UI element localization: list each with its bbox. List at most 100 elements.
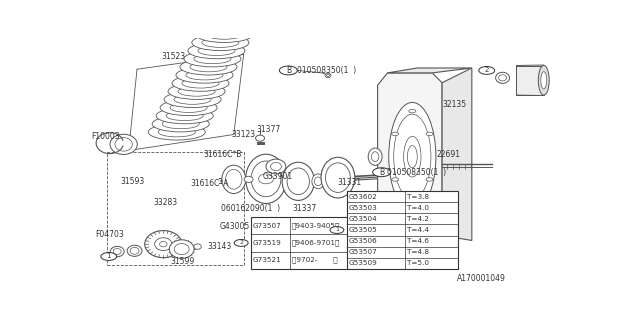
Ellipse shape: [266, 159, 286, 174]
Text: 33143: 33143: [207, 242, 231, 251]
Text: 〄9406-9701々: 〄9406-9701々: [292, 240, 340, 246]
Ellipse shape: [287, 168, 309, 195]
Text: 〄9702-       々: 〄9702- 々: [292, 257, 337, 263]
Ellipse shape: [115, 138, 132, 151]
Polygon shape: [378, 73, 442, 245]
Text: G73507: G73507: [253, 223, 282, 229]
Text: G53504: G53504: [349, 216, 378, 222]
Ellipse shape: [368, 148, 382, 165]
Bar: [251, 217, 348, 269]
Ellipse shape: [321, 157, 355, 198]
Ellipse shape: [408, 146, 417, 168]
Ellipse shape: [145, 231, 182, 258]
Ellipse shape: [194, 244, 201, 249]
Ellipse shape: [178, 87, 215, 96]
Ellipse shape: [176, 67, 233, 83]
Text: F10003: F10003: [91, 132, 120, 141]
Polygon shape: [442, 68, 472, 240]
Ellipse shape: [184, 51, 241, 67]
Ellipse shape: [130, 247, 139, 254]
Ellipse shape: [202, 38, 239, 47]
Ellipse shape: [222, 165, 246, 194]
Ellipse shape: [156, 108, 213, 124]
Ellipse shape: [404, 136, 421, 177]
Ellipse shape: [225, 170, 242, 189]
Ellipse shape: [538, 66, 549, 95]
Ellipse shape: [152, 116, 209, 132]
Ellipse shape: [325, 73, 331, 77]
Text: B: B: [285, 66, 291, 75]
Circle shape: [409, 201, 416, 204]
Ellipse shape: [188, 43, 245, 59]
Circle shape: [479, 67, 495, 74]
Polygon shape: [388, 68, 472, 73]
Ellipse shape: [251, 161, 281, 197]
Text: 31616C*A: 31616C*A: [190, 179, 228, 188]
Ellipse shape: [110, 246, 124, 257]
Ellipse shape: [160, 100, 217, 116]
Circle shape: [392, 178, 399, 181]
Text: G73521: G73521: [253, 257, 282, 263]
Circle shape: [426, 132, 433, 136]
Bar: [347, 191, 458, 269]
Ellipse shape: [499, 75, 507, 81]
Ellipse shape: [394, 114, 431, 199]
Ellipse shape: [312, 174, 324, 189]
Ellipse shape: [246, 154, 286, 204]
Circle shape: [101, 252, 116, 260]
Ellipse shape: [271, 163, 282, 171]
Text: 31599: 31599: [171, 257, 195, 266]
Text: G53509: G53509: [349, 260, 378, 266]
Text: 060162090(1  ): 060162090(1 ): [221, 204, 280, 213]
Text: 33123: 33123: [231, 130, 255, 139]
Ellipse shape: [244, 176, 253, 182]
Ellipse shape: [190, 62, 227, 72]
Text: 2: 2: [239, 240, 243, 245]
Text: T=4.0: T=4.0: [407, 205, 429, 211]
Text: G33901: G33901: [262, 172, 292, 181]
Ellipse shape: [495, 72, 509, 84]
Bar: [516, 66, 544, 95]
Text: G73519: G73519: [253, 240, 282, 246]
Ellipse shape: [182, 78, 219, 88]
Ellipse shape: [326, 163, 350, 192]
Text: 1: 1: [335, 228, 339, 232]
Circle shape: [409, 109, 416, 113]
Text: 31337: 31337: [292, 204, 317, 213]
Bar: [108, 152, 244, 265]
Ellipse shape: [314, 177, 322, 186]
Text: G53506: G53506: [349, 238, 378, 244]
Ellipse shape: [113, 249, 121, 254]
Text: T=4.2: T=4.2: [407, 216, 429, 222]
Text: 1: 1: [106, 253, 111, 260]
Circle shape: [280, 66, 297, 75]
Ellipse shape: [166, 111, 203, 121]
Ellipse shape: [255, 135, 264, 141]
Ellipse shape: [159, 241, 167, 247]
Text: 32135: 32135: [442, 100, 466, 109]
Ellipse shape: [170, 103, 207, 112]
Circle shape: [234, 239, 248, 246]
Circle shape: [330, 227, 344, 233]
Ellipse shape: [158, 127, 195, 137]
Ellipse shape: [206, 30, 243, 39]
Ellipse shape: [192, 35, 249, 51]
Text: T=4.4: T=4.4: [407, 227, 429, 233]
Ellipse shape: [155, 238, 172, 251]
Text: T=4.6: T=4.6: [407, 238, 429, 244]
Circle shape: [372, 168, 390, 177]
Ellipse shape: [282, 162, 314, 200]
Text: 010508350(1  ): 010508350(1 ): [297, 66, 356, 75]
Text: G53602: G53602: [349, 194, 378, 200]
Text: 33283: 33283: [154, 198, 177, 207]
Ellipse shape: [180, 59, 237, 75]
Ellipse shape: [162, 119, 199, 129]
Text: A170001049: A170001049: [457, 274, 506, 283]
Text: 〄9403-9405々: 〄9403-9405々: [292, 222, 340, 229]
Ellipse shape: [196, 27, 253, 43]
Ellipse shape: [110, 134, 138, 155]
Ellipse shape: [148, 124, 205, 140]
Ellipse shape: [194, 54, 231, 64]
Text: T=5.0: T=5.0: [407, 260, 429, 266]
Ellipse shape: [172, 75, 229, 91]
